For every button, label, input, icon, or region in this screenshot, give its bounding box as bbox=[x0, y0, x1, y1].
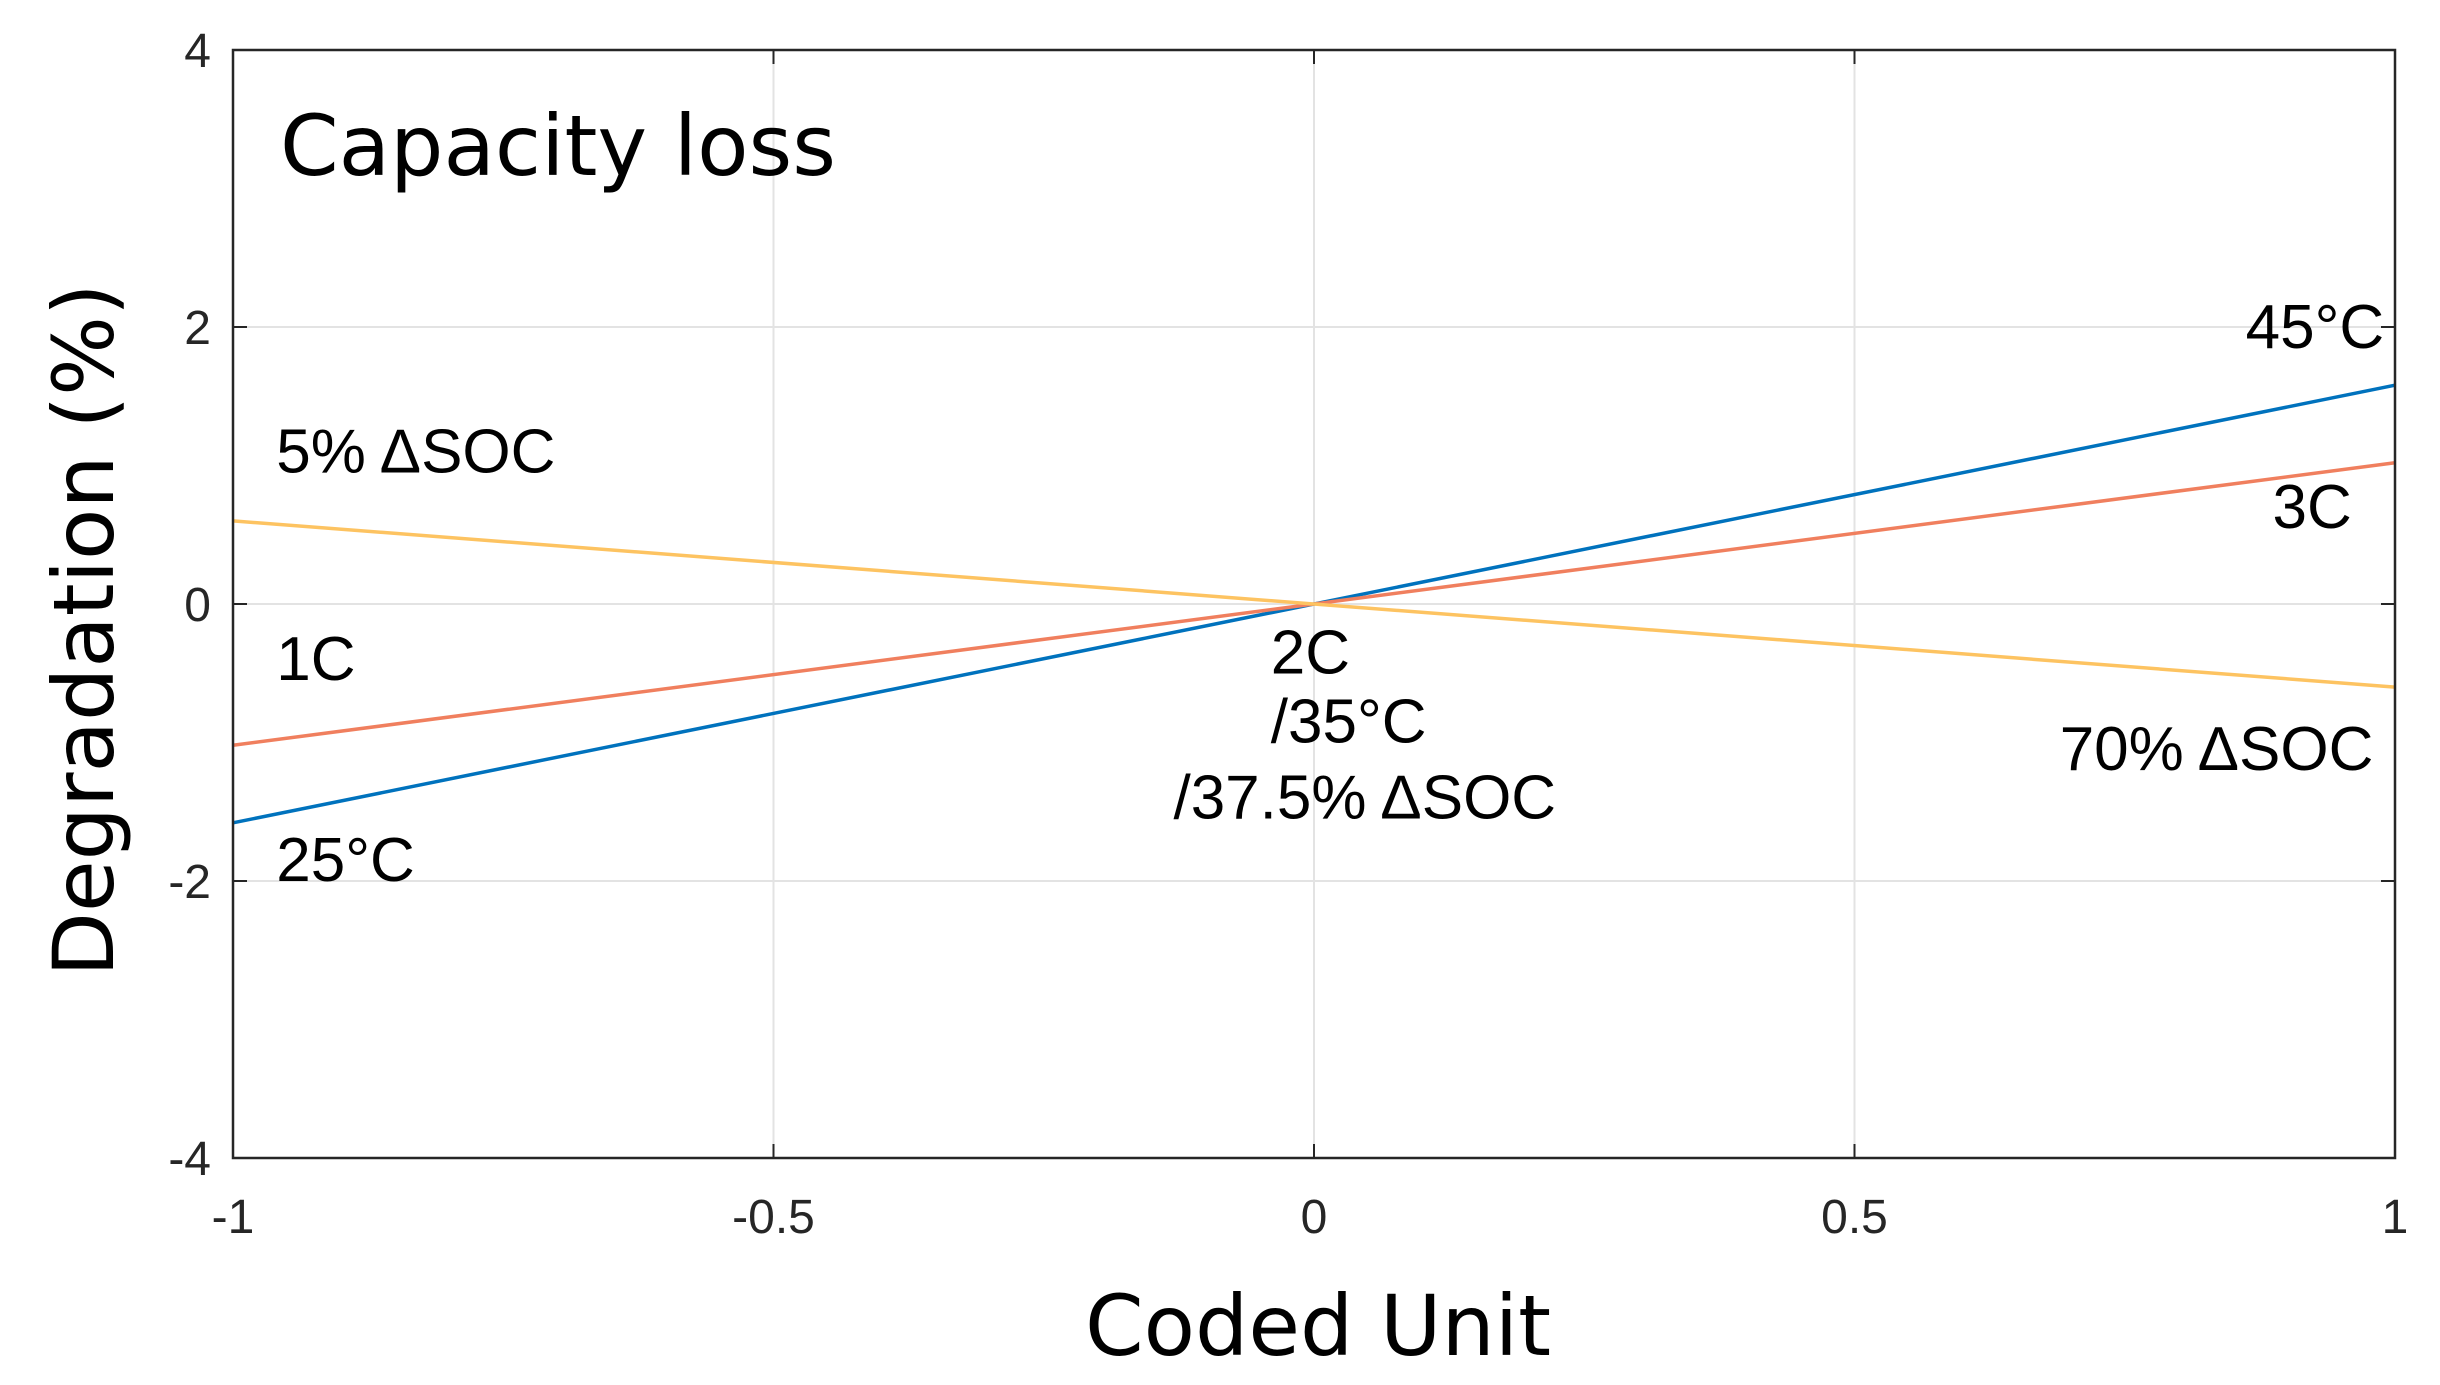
x-tick-label: 0.5 bbox=[1821, 1191, 1888, 1244]
y-tick-label: -4 bbox=[168, 1133, 211, 1186]
y-tick-label: 4 bbox=[184, 25, 211, 78]
series-line-3 bbox=[232, 519, 2396, 689]
y-axis-label: Degradation (%) bbox=[35, 283, 133, 976]
y-tick-label: -2 bbox=[168, 856, 211, 909]
annotation-label: 2C bbox=[1271, 618, 1350, 687]
y-tick-label: 2 bbox=[184, 302, 211, 355]
annotation-label: 1C bbox=[276, 625, 355, 694]
axis-ticks: -1 -0.5 0 0.5 1 -4 -2 0 2 4 bbox=[168, 25, 2408, 1244]
x-tick-label: 1 bbox=[2382, 1191, 2409, 1244]
annotation-label: 25°C bbox=[276, 826, 415, 895]
series-lines bbox=[232, 383, 2396, 825]
x-tick-label: -1 bbox=[212, 1191, 255, 1244]
annotation-label: 5% ΔSOC bbox=[276, 417, 555, 486]
annotations: 45°C 3C 5% ΔSOC 1C 25°C 2C/35°C/37.5% ΔSOC 70%… bbox=[276, 293, 2384, 895]
x-tick-label: 0 bbox=[1301, 1191, 1328, 1244]
x-axis-label: Coded Unit bbox=[1085, 1277, 1551, 1375]
annotation-label: 3C bbox=[2272, 473, 2351, 542]
x-tick-label: -0.5 bbox=[732, 1191, 815, 1244]
annotation-label: 45°C bbox=[2246, 293, 2385, 362]
annotation-label: /35°C bbox=[1271, 688, 1427, 757]
annotation-label: /37.5% ΔSOC bbox=[1173, 764, 1556, 833]
chart-title: Capacity loss bbox=[280, 97, 836, 195]
annotation-label: 70% ΔSOC bbox=[2060, 715, 2374, 784]
y-tick-label: 0 bbox=[184, 579, 211, 632]
